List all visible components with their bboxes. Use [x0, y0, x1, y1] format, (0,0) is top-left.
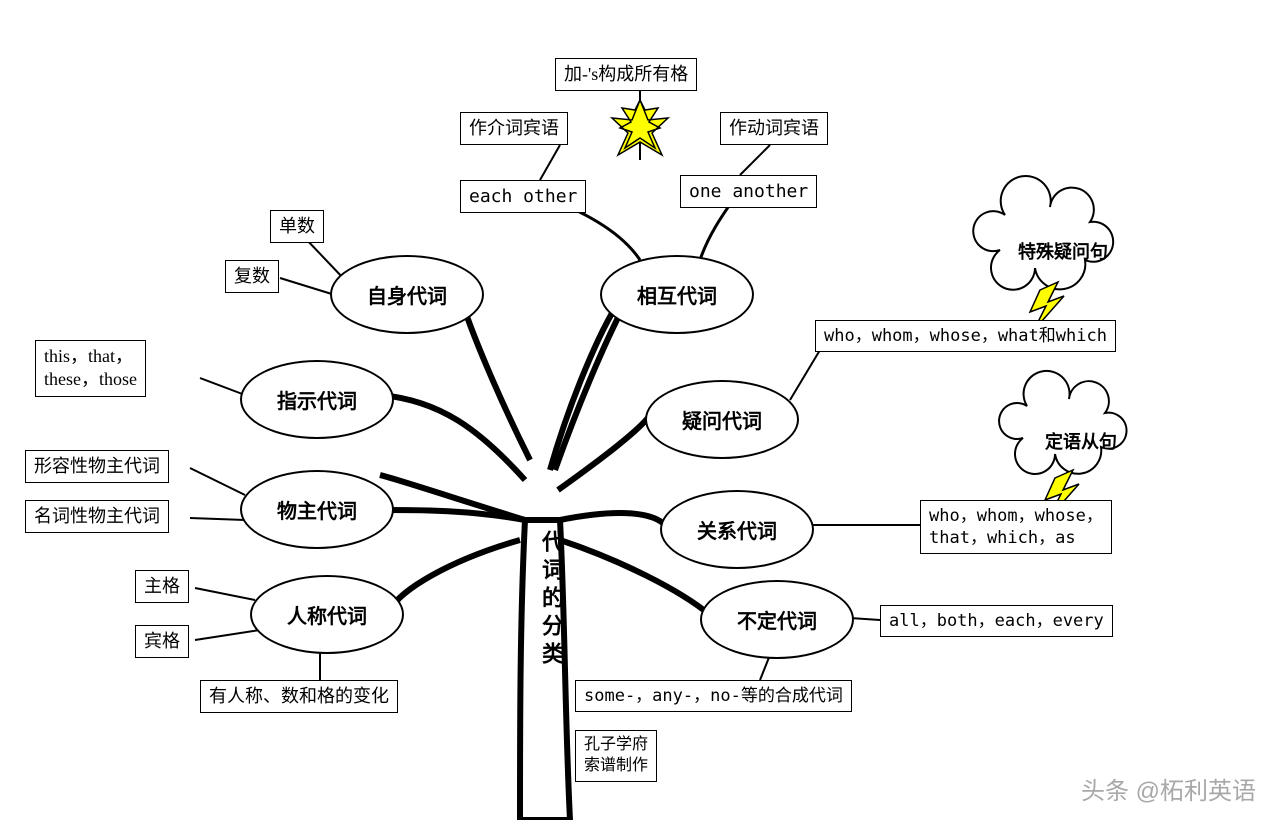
box-genitive: 加-'s构成所有格	[555, 58, 697, 91]
box-one-another: one another	[680, 175, 817, 208]
box-subjective: 主格	[135, 570, 189, 603]
box-adj-possessive: 形容性物主代词	[25, 450, 169, 483]
box-prep-object: 作介词宾语	[460, 112, 568, 145]
node-personal: 人称代词	[250, 575, 404, 654]
box-each-other: each other	[460, 180, 586, 213]
box-all-both: all，both，each，every	[880, 605, 1113, 637]
box-objective: 宾格	[135, 625, 189, 658]
cloud-label-special-question: 特殊疑问句	[1018, 238, 1108, 264]
box-person-note: 有人称、数和格的变化	[200, 680, 398, 713]
node-indefinite: 不定代词	[700, 580, 854, 659]
trunk-label: 代词的分类	[535, 530, 567, 670]
watermark: 头条 @柘利英语	[1081, 771, 1256, 806]
box-credit: 孔子学府 索谱制作	[575, 730, 657, 782]
box-some-any: some-，any-，no-等的合成代词	[575, 680, 852, 712]
box-this-that: this，that， these，those	[35, 340, 146, 397]
box-wh-interrogative: who，whom，whose，what和which	[815, 320, 1116, 352]
box-verb-object: 作动词宾语	[720, 112, 828, 145]
diagram-canvas: 代词的分类 自身代词 指示代词 物主代词 人称代词 相互代词 疑问代词 关系代词…	[0, 0, 1280, 820]
box-wh-relative: who，whom，whose， that，which，as	[920, 500, 1112, 554]
box-plural: 复数	[225, 260, 279, 293]
node-reflexive: 自身代词	[330, 255, 484, 334]
box-noun-possessive: 名词性物主代词	[25, 500, 169, 533]
box-singular: 单数	[270, 210, 324, 243]
cloud-label-attributive-clause: 定语从句	[1045, 428, 1117, 454]
node-possessive: 物主代词	[240, 470, 394, 549]
node-demonstrative: 指示代词	[240, 360, 394, 439]
cloud-attributive-clause	[999, 371, 1126, 474]
node-interrogative: 疑问代词	[645, 380, 799, 459]
node-reciprocal: 相互代词	[600, 255, 754, 334]
cloud-special-question	[973, 176, 1113, 290]
node-relative: 关系代词	[660, 490, 814, 569]
star-icon	[612, 100, 668, 155]
